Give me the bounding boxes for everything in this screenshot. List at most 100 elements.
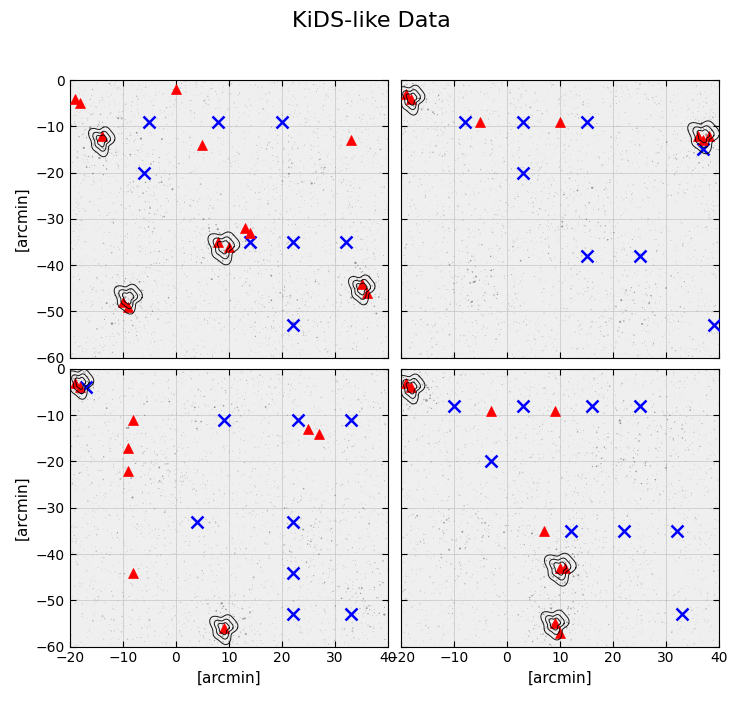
Point: [615, 453, 627, 464]
Point: [620, 374, 632, 385]
Point: [598, 515, 610, 526]
Point: [362, 333, 374, 344]
Point: [641, 152, 653, 163]
Point: [653, 240, 665, 251]
Point: [329, 144, 341, 156]
Point: [515, 277, 527, 288]
Point: [696, 145, 708, 156]
Point: [204, 194, 216, 205]
Point: [358, 351, 370, 362]
Point: [297, 161, 309, 172]
Point: [451, 271, 463, 282]
Point: [372, 564, 383, 575]
Point: [436, 151, 448, 162]
Point: [166, 217, 178, 229]
Point: [184, 150, 195, 161]
Point: [543, 634, 555, 646]
Point: [351, 261, 363, 272]
Point: [625, 118, 637, 129]
Point: [490, 259, 502, 270]
Point: [573, 273, 585, 285]
Point: [526, 491, 538, 503]
Point: [302, 445, 314, 456]
Point: [442, 513, 454, 524]
Point: [688, 531, 700, 542]
Point: [403, 491, 415, 502]
Point: [164, 524, 176, 536]
Point: [64, 437, 76, 448]
Point: [152, 421, 163, 433]
Point: [523, 482, 535, 493]
Point: [552, 211, 564, 222]
Point: [131, 366, 143, 377]
Point: [146, 337, 158, 348]
Point: [467, 439, 478, 450]
Point: [278, 304, 290, 315]
Point: [112, 622, 124, 634]
Point: [158, 602, 170, 613]
Point: [165, 315, 177, 327]
Point: [413, 194, 425, 205]
Point: [694, 144, 706, 155]
Point: [88, 536, 100, 547]
Point: [604, 215, 616, 226]
Point: [404, 571, 416, 583]
Point: [277, 128, 289, 139]
Point: [645, 99, 657, 110]
Point: [82, 151, 94, 162]
Point: [347, 591, 359, 602]
Point: [569, 415, 581, 426]
Point: [679, 188, 691, 199]
Point: [231, 138, 243, 149]
Point: [286, 143, 298, 154]
Point: [671, 369, 683, 381]
Point: [429, 431, 441, 442]
Point: [687, 437, 698, 449]
Point: [340, 589, 352, 600]
Point: [529, 609, 541, 620]
Point: [483, 277, 495, 288]
Point: [112, 145, 124, 156]
Point: [102, 278, 114, 289]
Point: [605, 142, 617, 154]
Point: [447, 243, 458, 254]
Point: [190, 169, 202, 180]
Point: [545, 82, 557, 93]
Point: [649, 547, 661, 558]
Point: [92, 524, 104, 535]
Point: [327, 334, 339, 346]
Point: [516, 571, 528, 583]
Point: [276, 109, 288, 120]
Point: [424, 249, 436, 260]
Point: [510, 447, 522, 458]
Point: [223, 612, 235, 623]
Point: [118, 117, 130, 128]
Point: [99, 101, 111, 112]
Point: [627, 554, 639, 565]
Point: [551, 443, 563, 454]
Point: [444, 393, 455, 404]
Point: [442, 474, 454, 485]
Point: [177, 477, 189, 489]
Point: [286, 398, 298, 409]
Point: [479, 548, 491, 559]
Point: [421, 404, 433, 416]
Point: [359, 254, 371, 266]
Point: [464, 255, 476, 266]
Point: [581, 329, 593, 341]
Point: [207, 380, 218, 391]
Point: [586, 479, 598, 490]
Point: [658, 519, 670, 531]
Point: [501, 492, 513, 503]
Point: [138, 260, 150, 271]
Point: [250, 187, 262, 198]
Point: [493, 496, 504, 508]
Point: [502, 510, 514, 521]
Point: [327, 506, 339, 517]
Point: [574, 129, 585, 140]
Point: [111, 585, 123, 597]
Point: [399, 491, 411, 502]
Point: [515, 389, 527, 400]
Point: [647, 547, 659, 558]
Point: [403, 390, 415, 402]
